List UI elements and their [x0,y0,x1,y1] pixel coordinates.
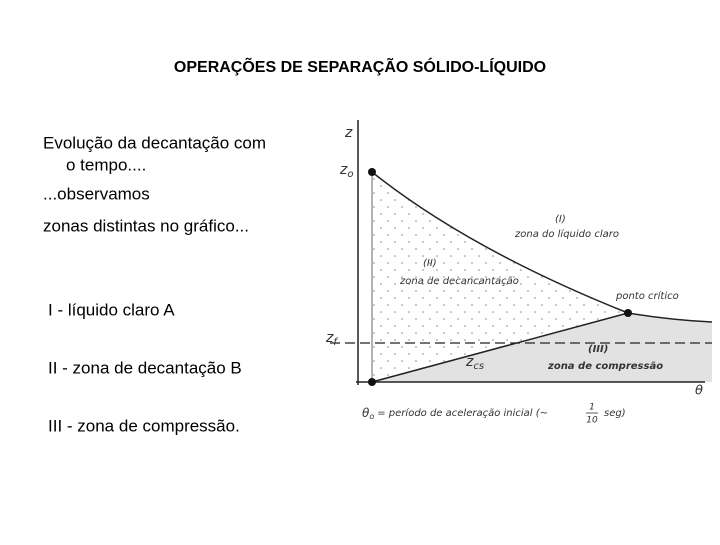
z0-label: zo [339,162,353,180]
caption-sub: o [369,412,374,421]
caption-numerator: 1 [589,403,595,413]
theta-label: θ [695,384,703,399]
item: III - zona de compressão. [48,416,240,435]
z0-main: z [339,162,348,178]
item: II - zona de decantação B [48,358,242,377]
caption-denominator: 10 [586,416,598,426]
zf-main: z [325,330,334,346]
item: I - líquido claro A [48,300,175,319]
zcs-label: zcs [465,354,484,372]
title: OPERAÇÕES DE SEPARAÇÃO SÓLIDO-LÍQUIDO [174,56,546,76]
intro-line: Evolução da decantação com [43,133,266,152]
critical-point [624,309,632,317]
zone-label: zona do líquido claro [514,228,619,240]
zcs-sub: cs [473,361,484,372]
critical-label: ponto crítico [615,290,679,302]
intro-line: o tempo.... [66,155,146,174]
zone-label: zona de decancantação [399,276,519,287]
origin-point [368,378,376,386]
interface-curve [371,171,713,323]
caption-text: = período de aceleração inicial (~ [377,407,548,419]
diagram: z zo zf zcs θ (I) zona do líquido claro … [325,120,713,426]
caption-unit: seg) [604,408,626,419]
zone-number: (I) [555,214,566,225]
z0-sub: o [347,169,353,180]
intro-line: zonas distintas no gráfico... [43,216,249,235]
z0-point [368,168,376,176]
intro-line: ...observamos [43,184,150,203]
zone-3-area [372,313,712,382]
compression-line [371,312,629,383]
caption: θo = período de aceleração inicial (~ [362,406,548,421]
zcs-main: z [465,354,474,370]
zf-sub: f [333,337,338,348]
zone-number: (II) [423,258,437,269]
zone-number: (III) [588,344,608,355]
zf-label: zf [325,330,338,348]
caption-symbol: θ [362,406,370,420]
zone-label: zona de compressão [547,361,663,372]
z-label: z [344,125,353,141]
